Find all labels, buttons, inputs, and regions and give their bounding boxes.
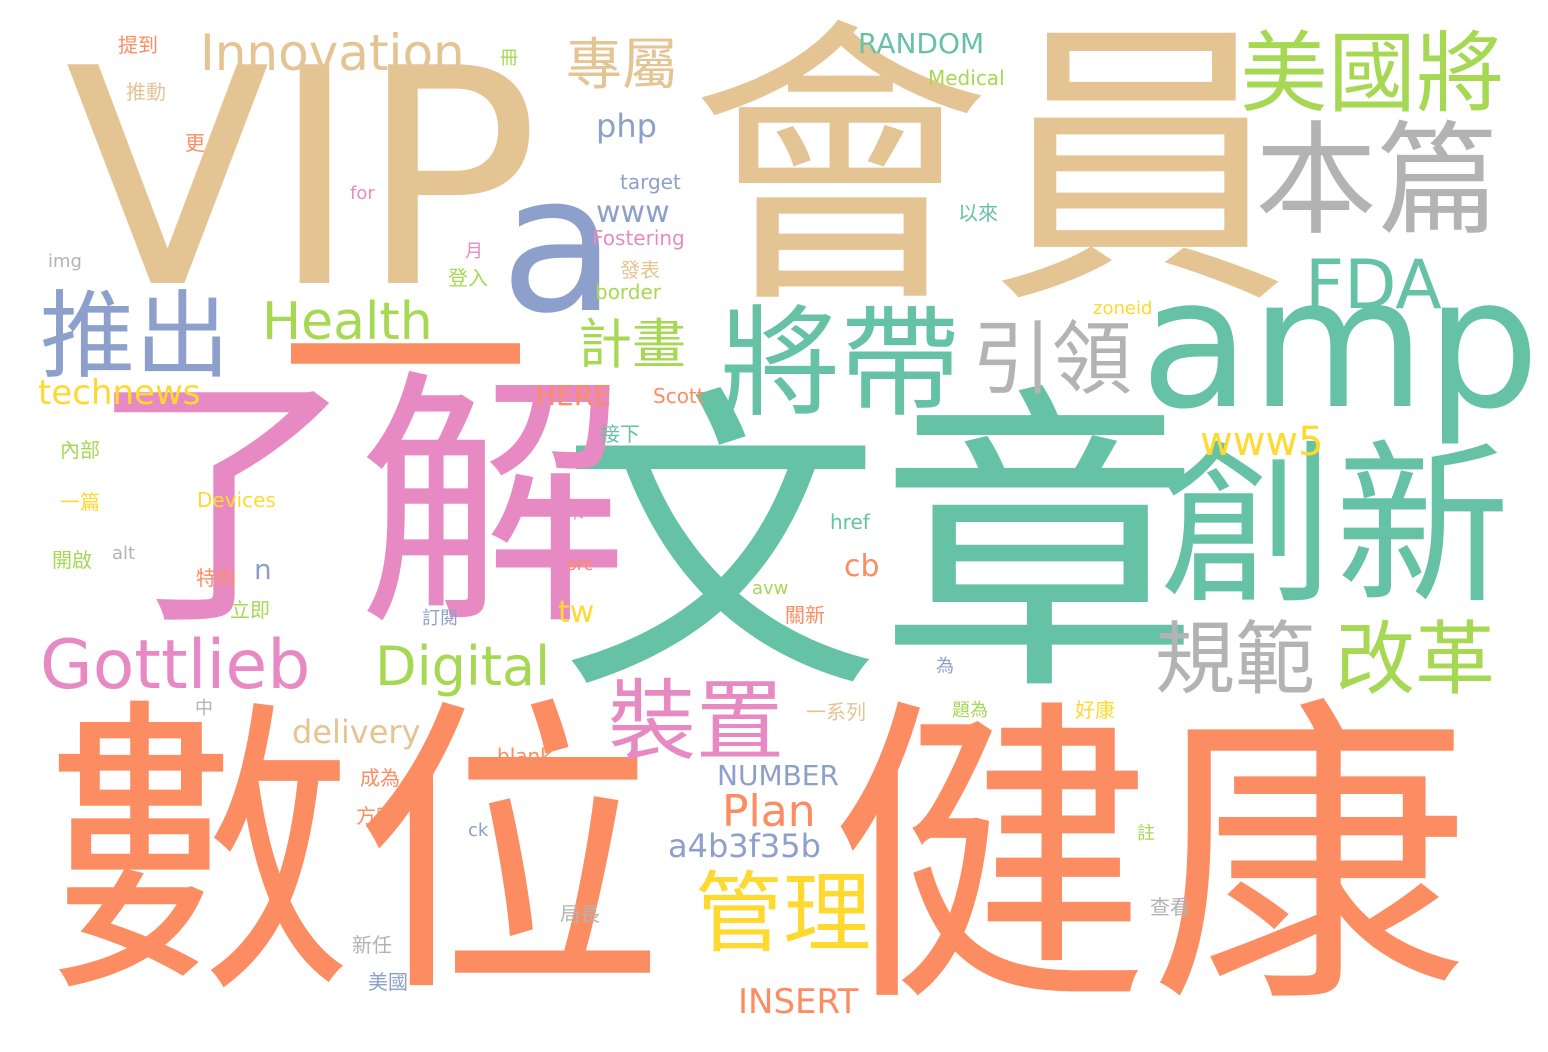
- word: 以來: [958, 201, 998, 225]
- word: 接下: [600, 422, 640, 446]
- word: INSERT: [738, 982, 859, 1022]
- word: 推出: [40, 282, 231, 392]
- word: 更: [185, 131, 205, 155]
- word: 數位: [44, 674, 664, 1035]
- word: Health: [262, 292, 433, 352]
- word: border: [595, 280, 662, 304]
- word: 改革: [1335, 613, 1495, 706]
- word: for: [350, 183, 375, 204]
- word: 好康: [1075, 698, 1115, 722]
- word: href: [830, 510, 870, 534]
- word: 裝置: [608, 670, 785, 773]
- word: a4b3f35b: [668, 827, 821, 865]
- word: 引領: [972, 313, 1132, 406]
- word: 成為: [360, 766, 400, 790]
- word: NUMBER: [717, 759, 839, 792]
- word: 月: [465, 241, 483, 262]
- word: Innovation: [200, 24, 465, 82]
- word: www5: [1200, 419, 1324, 465]
- word: 關新: [785, 603, 825, 627]
- word: alt: [112, 543, 136, 564]
- word: 局長: [560, 902, 600, 926]
- word: Medical: [928, 66, 1005, 90]
- word: www: [596, 195, 670, 230]
- word: ck: [468, 820, 489, 841]
- word: 開啟: [52, 548, 92, 572]
- word: FDA: [1305, 246, 1442, 325]
- word: blank: [497, 744, 552, 768]
- word: 提到: [118, 33, 158, 57]
- word: 內部: [60, 438, 100, 462]
- word: avw: [752, 578, 789, 599]
- word: 題為: [952, 700, 988, 721]
- word: 中: [195, 698, 213, 719]
- word: 本篇: [1255, 110, 1499, 252]
- word: 將帶: [720, 295, 960, 434]
- word: 一: [280, 219, 530, 510]
- word: 創新: [1160, 426, 1510, 629]
- word: Devices: [197, 488, 276, 512]
- word: 管理: [695, 862, 872, 965]
- word: 特別: [196, 566, 236, 590]
- word: cb: [844, 549, 880, 584]
- word: 健康: [830, 674, 1470, 1046]
- word: Fostering: [592, 226, 685, 250]
- word: 文章: [560, 362, 1200, 734]
- word: amp: [1140, 240, 1540, 449]
- word: 登入: [448, 266, 488, 290]
- word: 美國: [368, 970, 408, 994]
- word: Digital: [375, 635, 551, 698]
- word: 訂閱: [422, 608, 458, 629]
- word: target: [620, 170, 681, 194]
- word: php: [596, 107, 657, 145]
- word: technews: [38, 373, 201, 413]
- word: 推動: [126, 80, 166, 104]
- word: RANDOM: [858, 27, 985, 60]
- word: Gottlieb: [40, 626, 311, 705]
- word: 發表: [620, 258, 660, 282]
- word: zoneid: [1093, 298, 1153, 319]
- word: 查看: [1150, 895, 1190, 919]
- word: Scott: [653, 384, 705, 408]
- word: VIP: [65, 5, 540, 354]
- word: Plan: [722, 786, 816, 837]
- word: 一系列: [806, 700, 866, 724]
- word: 方案: [356, 804, 396, 828]
- word: 冊: [500, 48, 518, 69]
- word: 美國將: [1240, 22, 1505, 125]
- word: 了解: [88, 347, 628, 662]
- word: 為: [936, 656, 954, 677]
- word: delivery: [292, 713, 421, 751]
- word: 立即: [230, 598, 270, 622]
- word: HERE: [535, 379, 611, 412]
- word: tw: [558, 595, 595, 630]
- word: n: [254, 553, 272, 586]
- word: 計畫: [578, 313, 686, 376]
- word: 會員: [690, 0, 1290, 344]
- word: 新任: [352, 933, 392, 957]
- word: 規範: [1155, 613, 1315, 706]
- word: 來: [566, 502, 584, 523]
- word: src: [567, 554, 594, 575]
- word: a: [500, 134, 617, 355]
- word: 一篇: [60, 490, 100, 514]
- word: 註: [1137, 823, 1155, 844]
- word: img: [48, 251, 82, 272]
- word: 專屬: [566, 33, 678, 98]
